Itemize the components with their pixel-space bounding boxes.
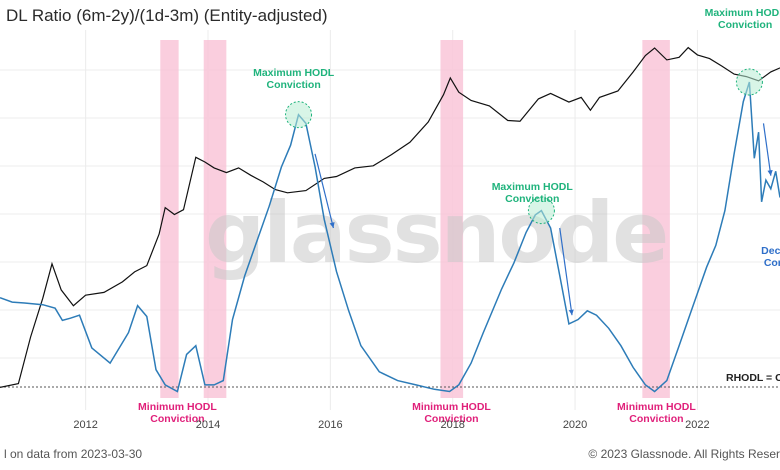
shaded-periods [160, 40, 670, 398]
x-tick-label: 2012 [73, 419, 97, 431]
trend-arrow [314, 153, 334, 229]
peak-marker [285, 101, 313, 129]
peak-markers [285, 68, 763, 225]
annotation-line: Declin [761, 245, 780, 257]
annotation-line: Conviction [267, 79, 321, 91]
x-tick-label: 2016 [318, 419, 342, 431]
annotation-line: Minimum HODL [412, 401, 491, 413]
annotation-label: Maximum HODL Conviction [253, 67, 335, 91]
threshold-label: RHODL = C [726, 372, 780, 384]
shaded-period [203, 40, 227, 398]
annotation-label: Minimum HODL Conviction [412, 401, 491, 425]
annotation-label: Minimum HODL Conviction [617, 401, 696, 425]
shaded-period [440, 40, 464, 398]
footer-copyright: © 2023 Glassnode. All Rights Reser [588, 447, 780, 461]
trend-arrows [314, 123, 773, 316]
trend-arrow-head [568, 309, 574, 316]
trend-arrow-head [767, 170, 773, 176]
annotation-line: Maximum HODL [492, 181, 574, 193]
annotation-line: Minimum HODL [617, 401, 696, 413]
annotation-line: Conviction [424, 413, 478, 425]
x-tick-label: 2014 [196, 419, 220, 431]
annotation-label: Minimum HODL Conviction [138, 401, 217, 425]
annotation-line: Conviction [718, 19, 772, 31]
x-tick-label: 2018 [440, 419, 464, 431]
annotation-line: Conviction [505, 193, 559, 205]
annotation-label: Maximum HODL Conviction [705, 7, 780, 31]
x-tick-label: 2020 [563, 419, 587, 431]
annotation-line: Conv [764, 257, 780, 269]
watermark: glassnode [205, 184, 667, 282]
trend-arrow [762, 123, 772, 176]
shaded-period [160, 40, 179, 398]
rhodl-line [0, 81, 780, 393]
page-title: DL Ratio (6m-2y)/(1d-3m) (Entity-adjuste… [6, 6, 328, 25]
trend-arrow-head [329, 222, 335, 228]
annotation-label: DeclinConv [761, 245, 780, 269]
annotation-label: Maximum HODL Conviction [492, 181, 574, 205]
x-tick-label: 2022 [685, 419, 709, 431]
shaded-period [642, 40, 670, 398]
footer-data-note: l on data from 2023-03-30 [4, 447, 143, 461]
annotation-line: Maximum HODL [705, 7, 780, 19]
annotation-line: Conviction [150, 413, 204, 425]
annotation-line: Conviction [629, 413, 683, 425]
annotation-line: Maximum HODL [253, 67, 335, 79]
trend-arrow [559, 227, 573, 316]
peak-marker [735, 68, 763, 96]
annotation-line: Minimum HODL [138, 401, 217, 413]
price-line [0, 46, 780, 388]
peak-marker [527, 197, 555, 225]
x-axis-ticks: 2012 2014 2016 2018 2020 2022 [73, 419, 709, 431]
